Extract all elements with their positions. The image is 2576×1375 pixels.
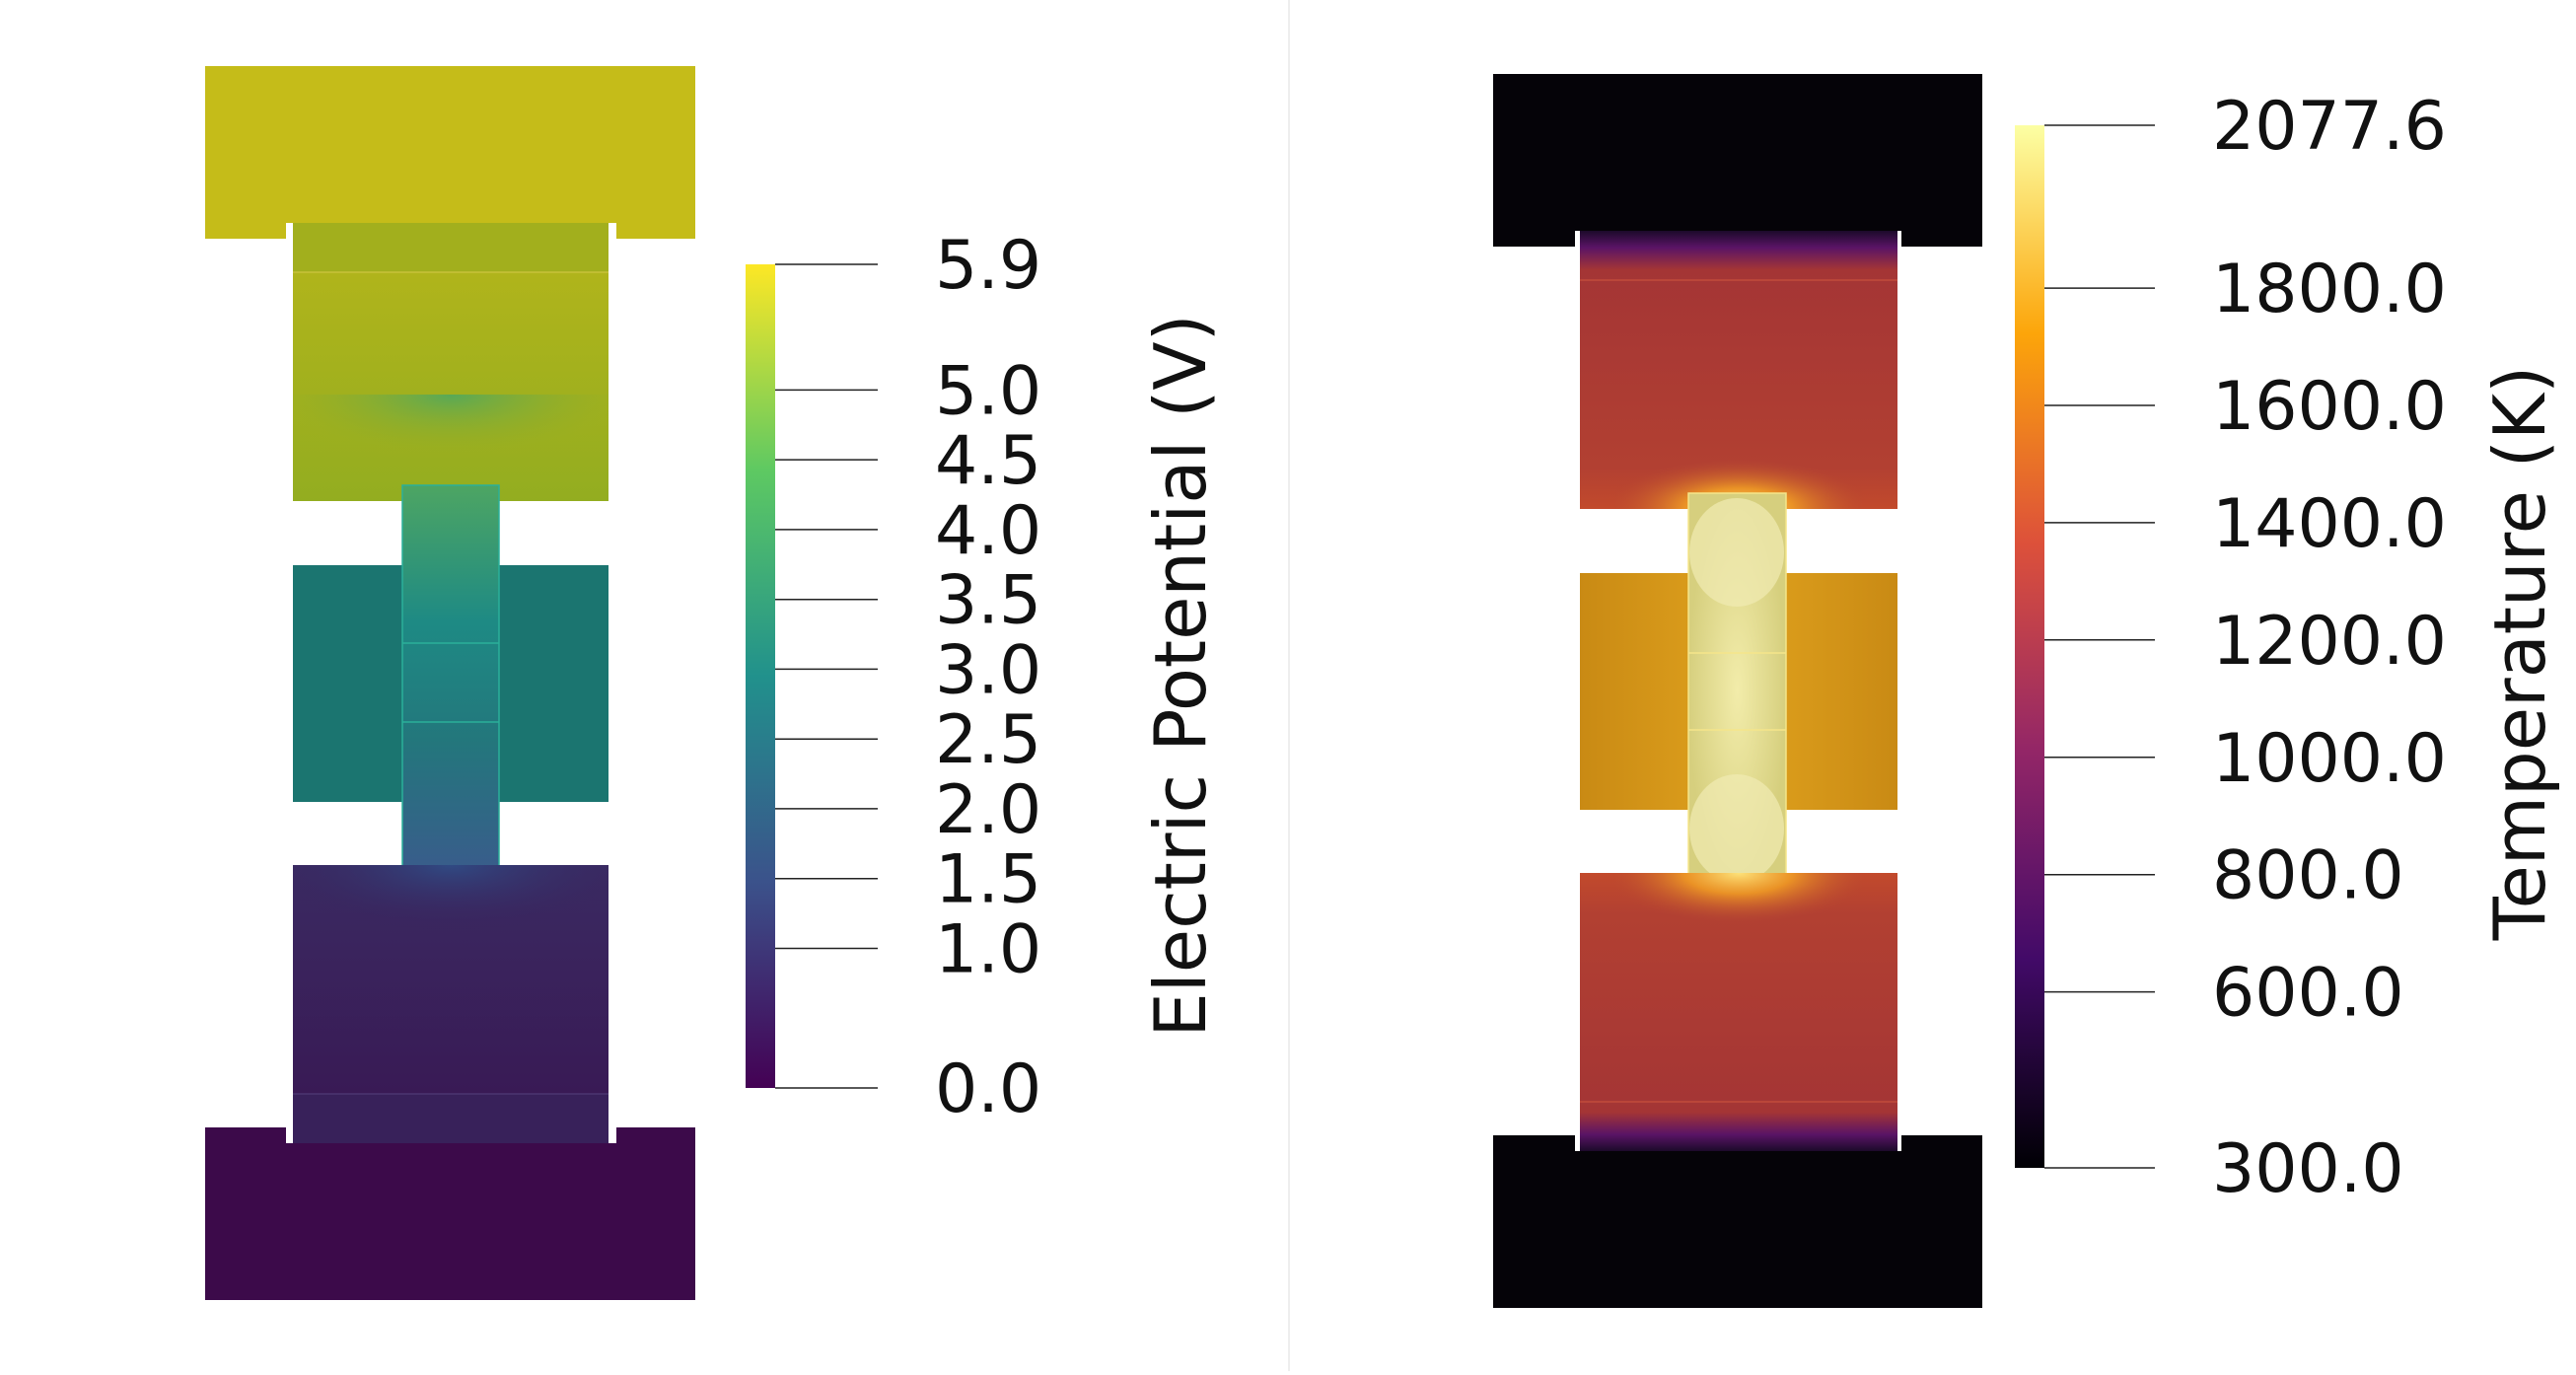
- colorbar-tick-label: 2077.6: [2212, 88, 2447, 166]
- colorbar-tick-label: 300.0: [2212, 1130, 2404, 1208]
- colorbar-tick-label: 2.0: [935, 771, 1041, 849]
- colorbar-tick-label: 1000.0: [2212, 720, 2447, 798]
- bottom-cap-electrode: [205, 1127, 695, 1300]
- colorbar-tick-label: 1.5: [935, 841, 1041, 919]
- colorbar-tick-label: 5.0: [935, 352, 1041, 430]
- colorbar: [2015, 125, 2044, 1168]
- colorbar-tick-label: 3.5: [935, 562, 1041, 640]
- colorbar-tick-label: 5.9: [935, 227, 1041, 305]
- colorbar-tick-label: 1400.0: [2212, 485, 2447, 563]
- colorbar-title: Electric Potential (V): [1139, 314, 1222, 1037]
- colorbar-tick-label: 600.0: [2212, 955, 2404, 1033]
- sample-hotspot: [1689, 774, 1784, 883]
- colorbar-tick-label: 1800.0: [2212, 251, 2447, 328]
- colorbar-tick-label: 1.0: [935, 911, 1041, 989]
- temperature-svg: 2077.6 1800.0 1600.0 1400.0 1200.0 1000.0 800.…: [1493, 74, 2561, 1308]
- colorbar-tick-label: 4.0: [935, 492, 1041, 570]
- bottom-cap-electrode: [1493, 1135, 1982, 1308]
- lower-block-glow: [293, 865, 608, 974]
- upper-spacer: [293, 223, 608, 272]
- colorbar-tick-label: 1200.0: [2212, 603, 2447, 681]
- lower-spacer: [293, 1094, 608, 1143]
- colorbar-ticks: 2077.6 1800.0 1600.0 1400.0 1200.0 1000.0 800.…: [2044, 88, 2447, 1208]
- colorbar-tick-label: 800.0: [2212, 837, 2404, 915]
- electric-potential-view[interactable]: 5.9 5.0 4.5 4.0 3.5 3.0 2.5 2.0 1.5 1.0 0.0 Electr…: [0, 0, 1288, 1371]
- sample-column: [401, 484, 500, 878]
- top-cap-electrode: [1493, 74, 1982, 247]
- colorbar-title: Temperature (K): [2478, 366, 2561, 941]
- colorbar-tick-label: 4.5: [935, 422, 1041, 500]
- electric-potential-svg: 5.9 5.04.54.03.53.02.52.01.51.0 0.0 Electr…: [205, 66, 1222, 1300]
- colorbar-tick-label: 1600.0: [2212, 368, 2447, 446]
- colorbar-tick-label: 3.0: [935, 631, 1041, 709]
- sample-hotspot: [1689, 498, 1784, 607]
- view-divider[interactable]: [1288, 0, 1290, 1371]
- colorbar: [746, 264, 775, 1088]
- colorbar-ticks: 5.9 5.04.54.03.53.02.52.01.51.0 0.0: [775, 227, 1041, 1128]
- lower-hotspot: [1615, 873, 1862, 968]
- temperature-view[interactable]: 2077.6 1800.0 1600.0 1400.0 1200.0 1000.0 800.…: [1290, 0, 2576, 1371]
- upper-block-glow: [293, 395, 608, 501]
- colorbar-tick-label: 0.0: [935, 1050, 1041, 1128]
- top-cap-electrode: [205, 66, 695, 239]
- colorbar-tick-label: 2.5: [935, 701, 1041, 779]
